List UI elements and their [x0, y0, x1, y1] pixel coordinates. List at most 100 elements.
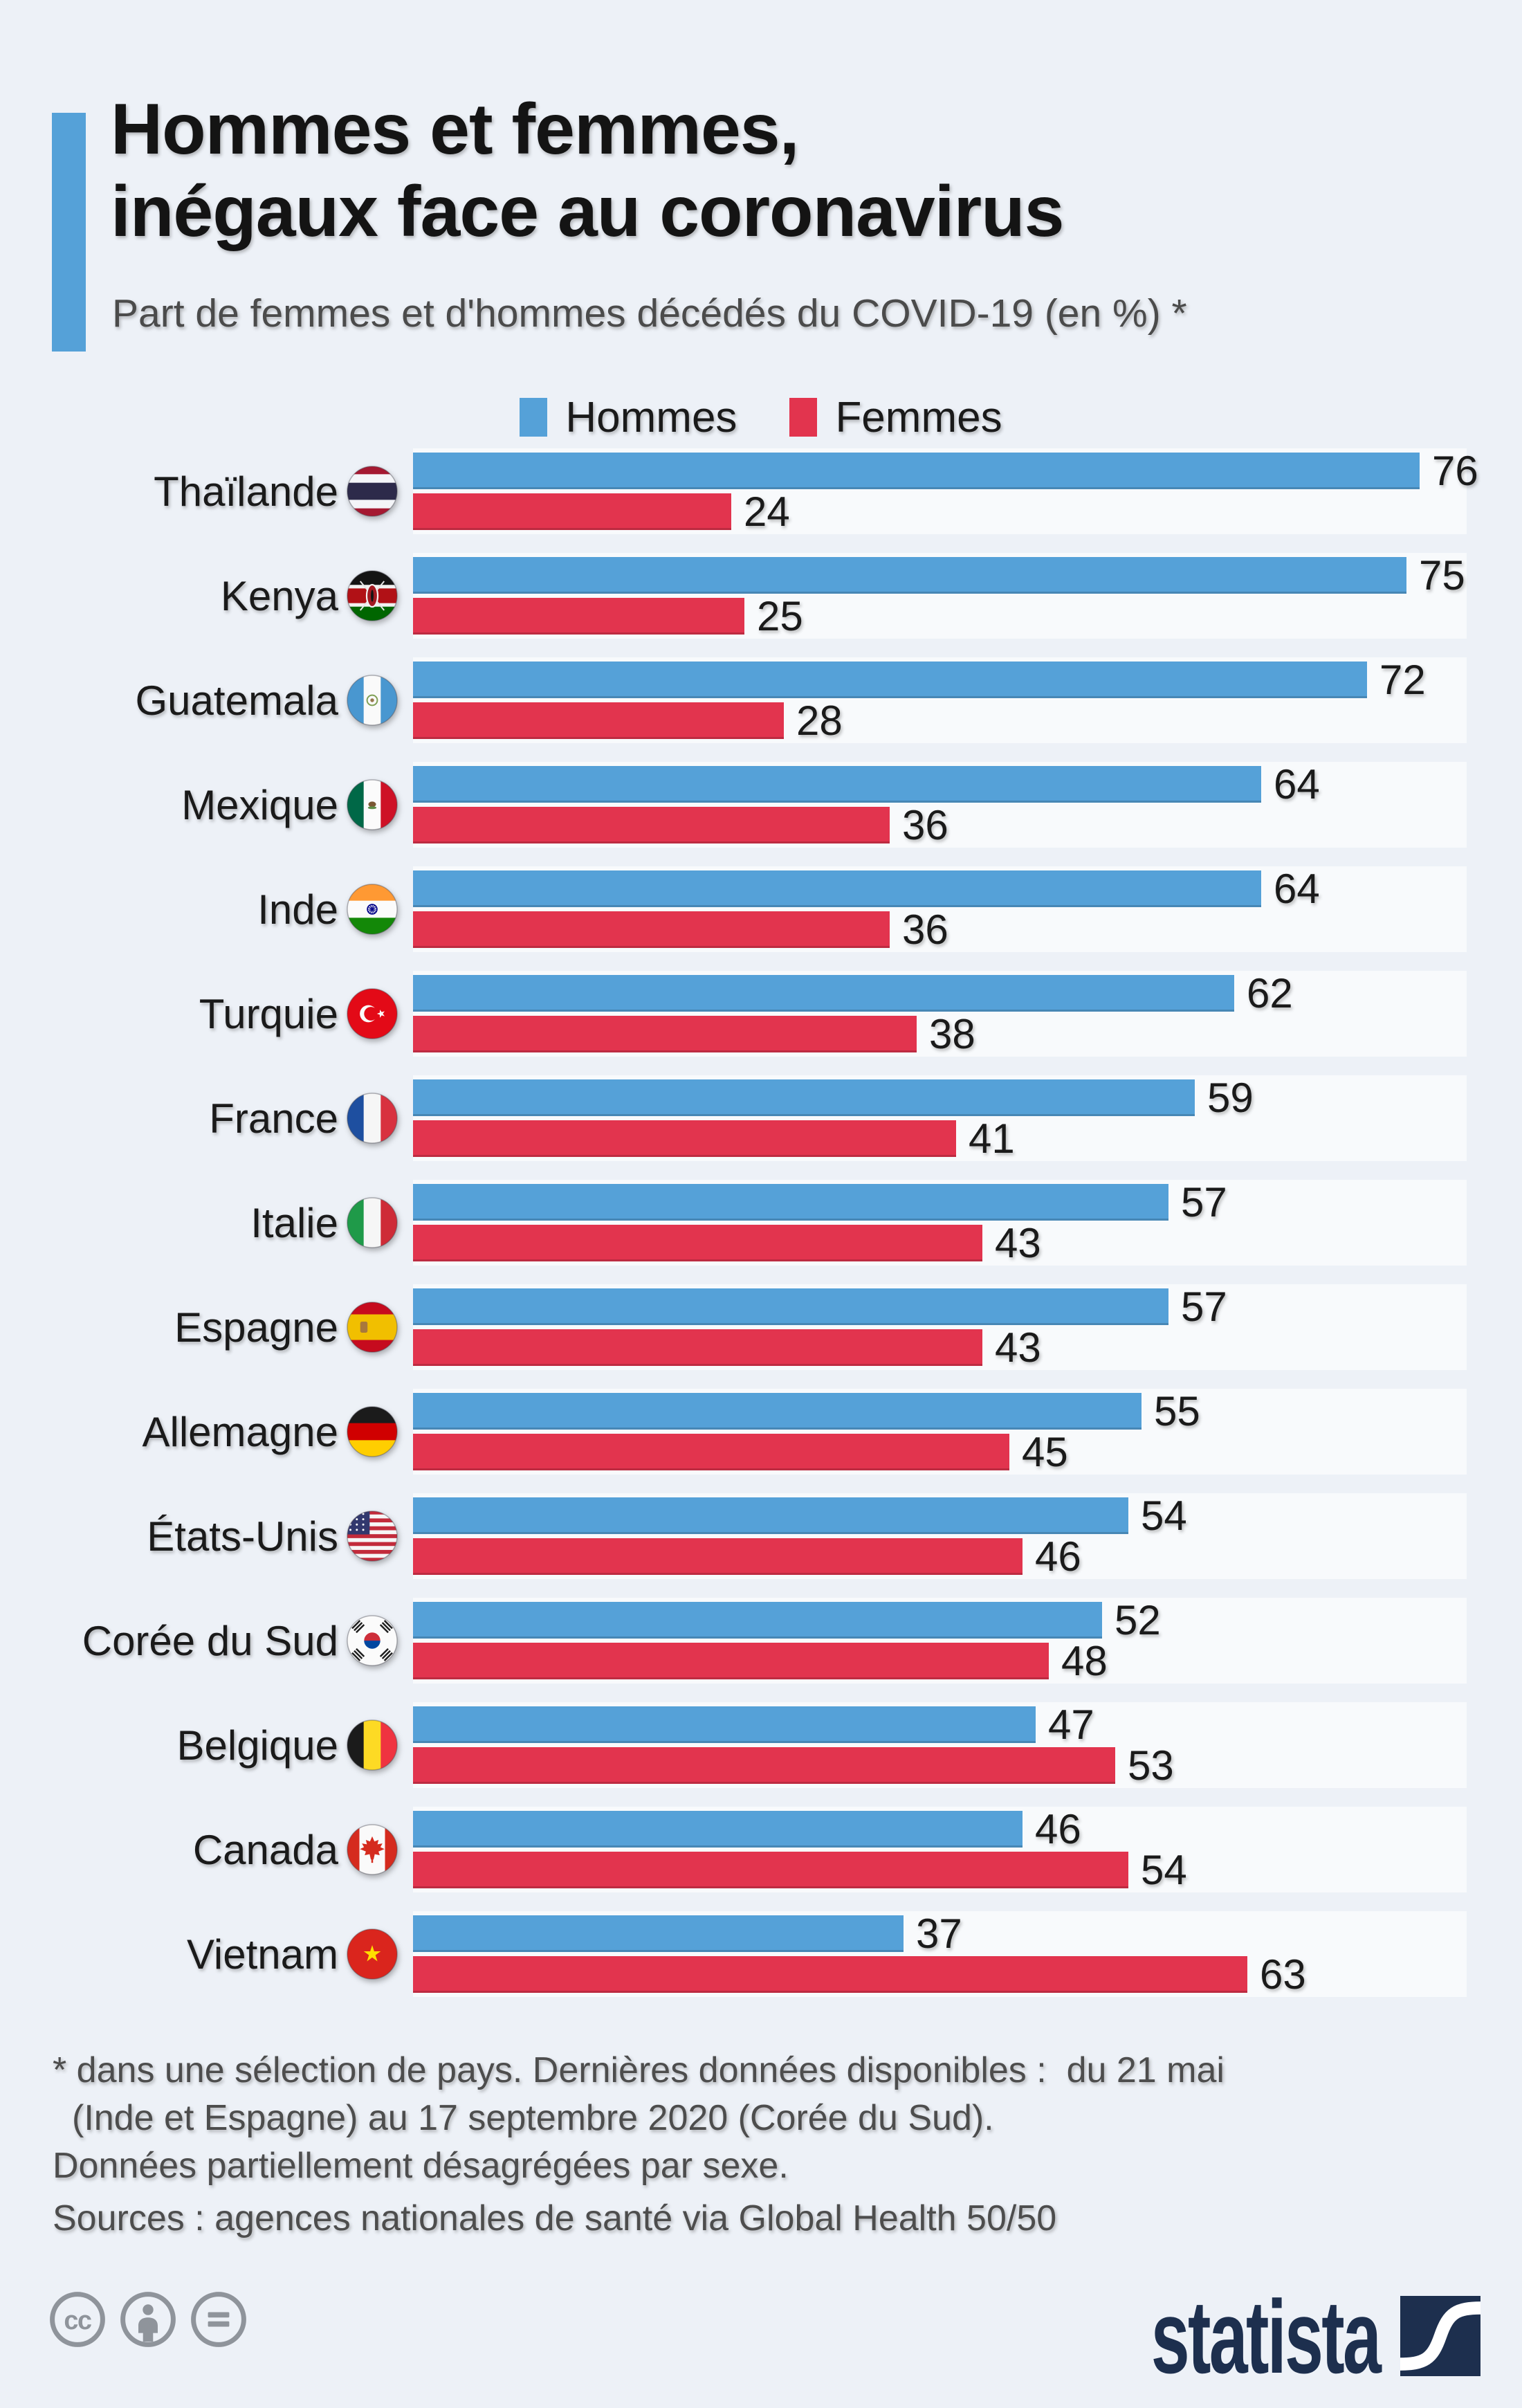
hommes-bar: 64	[413, 868, 1320, 910]
south-korea-flag-icon	[347, 1615, 398, 1666]
country-label: Turquie	[199, 990, 338, 1037]
hommes-value-label: 62	[1247, 970, 1293, 1016]
femmes-bar: 48	[413, 1641, 1108, 1682]
hommes-value-label: 52	[1115, 1597, 1161, 1643]
femmes-value-label: 38	[929, 1011, 975, 1057]
license-icons: cc	[48, 2290, 248, 2348]
femmes-value-label: 36	[902, 802, 948, 848]
legend-item-femmes: Femmes	[789, 393, 1002, 442]
vietnam-flag-icon	[347, 1928, 398, 1980]
femmes-value-label: 43	[995, 1220, 1041, 1266]
country-label: Allemagne	[142, 1408, 338, 1455]
chart-row: Mexique 64 36	[0, 762, 1522, 848]
hommes-value-label: 72	[1379, 657, 1426, 703]
source-line: Sources : agences nationales de santé vi…	[53, 2198, 1057, 2238]
italy-flag-icon	[347, 1197, 398, 1248]
femmes-bar: 43	[413, 1327, 1041, 1369]
hommes-value-label: 55	[1154, 1388, 1200, 1434]
country-label: Mexique	[181, 781, 338, 828]
legend: Hommes Femmes	[0, 393, 1522, 441]
chart-row: Italie 57 43	[0, 1180, 1522, 1266]
hommes-value-label: 64	[1274, 761, 1320, 808]
country-label: Canada	[192, 1826, 338, 1873]
belgium-flag-icon	[347, 1720, 398, 1771]
femmes-bar: 46	[413, 1536, 1081, 1578]
subtitle: Part de femmes et d'hommes décédés du CO…	[112, 291, 1187, 336]
country-label: Vietnam	[186, 1931, 338, 1978]
femmes-bar: 41	[413, 1118, 1015, 1160]
femmes-bar: 43	[413, 1223, 1041, 1264]
hommes-bar: 52	[413, 1600, 1161, 1641]
chart-row: Vietnam 37 63	[0, 1910, 1522, 1997]
femmes-bar: 36	[413, 909, 948, 951]
chart-row: Corée du Sud 52 48	[0, 1598, 1522, 1684]
hommes-swatch-icon	[520, 398, 548, 437]
chart-row: États-Unis 54 46	[0, 1493, 1522, 1579]
hommes-bar: 64	[413, 764, 1320, 805]
hommes-value-label: 64	[1274, 866, 1320, 912]
footnote-line-2: (Inde et Espagne) au 17 septembre 2020 (…	[72, 2098, 994, 2138]
country-label: Corée du Sud	[82, 1617, 338, 1664]
country-label: Guatemala	[135, 677, 339, 724]
svg-text:cc: cc	[64, 2306, 91, 2335]
equal-icon	[191, 2292, 246, 2347]
femmes-value-label: 54	[1141, 1847, 1187, 1893]
hommes-value-label: 57	[1181, 1179, 1227, 1225]
femmes-value-label: 41	[969, 1115, 1015, 1162]
femmes-bar: 54	[413, 1850, 1187, 1891]
hommes-bar: 75	[413, 555, 1465, 596]
attribution-icon	[120, 2292, 176, 2347]
hommes-value-label: 37	[916, 1910, 962, 1957]
statista-wordmark: statista	[1150, 2279, 1382, 2395]
hommes-value-label: 47	[1048, 1702, 1094, 1748]
femmes-swatch-icon	[789, 398, 818, 437]
chart-row: Turquie 62 38	[0, 971, 1522, 1057]
france-flag-icon	[347, 1093, 398, 1144]
femmes-value-label: 36	[902, 906, 948, 953]
femmes-value-label: 46	[1035, 1533, 1081, 1580]
hommes-bar: 57	[413, 1286, 1227, 1328]
hommes-bar: 62	[413, 973, 1293, 1014]
legend-label-femmes: Femmes	[835, 393, 1002, 441]
hommes-bar: 72	[413, 659, 1426, 701]
chart-row: Canada 46 54	[0, 1807, 1522, 1892]
hommes-value-label: 76	[1432, 448, 1478, 494]
hommes-bar: 46	[413, 1809, 1081, 1850]
country-label: Inde	[257, 886, 338, 933]
country-label: France	[209, 1095, 338, 1142]
hommes-value-label: 57	[1181, 1284, 1227, 1330]
femmes-bar: 25	[413, 596, 803, 637]
hommes-value-label: 75	[1419, 552, 1465, 599]
femmes-value-label: 43	[995, 1324, 1041, 1371]
country-label: Espagne	[174, 1304, 338, 1351]
hommes-bar: 54	[413, 1495, 1187, 1537]
cc-icon: cc	[50, 2292, 105, 2347]
legend-label-hommes: Hommes	[565, 393, 737, 441]
hommes-bar: 57	[413, 1182, 1227, 1223]
kenya-flag-icon	[347, 570, 398, 621]
femmes-value-label: 48	[1061, 1638, 1108, 1684]
canada-flag-icon	[347, 1824, 398, 1875]
chart-row: Guatemala 72 28	[0, 657, 1522, 743]
chart-row: France 59 41	[0, 1075, 1522, 1161]
femmes-value-label: 53	[1128, 1742, 1174, 1789]
hommes-bar: 55	[413, 1391, 1200, 1432]
country-label: Kenya	[220, 572, 338, 619]
mexico-flag-icon	[347, 779, 398, 830]
india-flag-icon	[347, 884, 398, 935]
hommes-bar: 59	[413, 1077, 1254, 1119]
country-label: Italie	[250, 1199, 338, 1246]
title-line-2: inégaux face au coronavirus	[111, 171, 1065, 252]
title-line-1: Hommes et femmes,	[111, 89, 800, 170]
title-accent-bar	[52, 113, 86, 352]
hommes-value-label: 54	[1141, 1493, 1187, 1539]
spain-flag-icon	[347, 1302, 398, 1353]
page-title: Hommes et femmes, inégaux face au coronav…	[111, 89, 1065, 253]
country-label: Belgique	[176, 1722, 338, 1769]
footnote-line-3: Données partiellement désagrégées par se…	[53, 2146, 789, 2186]
country-label: Thaïlande	[154, 468, 338, 515]
femmes-value-label: 45	[1022, 1429, 1068, 1475]
chart-row: Inde 64 36	[0, 866, 1522, 952]
chart-row: Belgique 47 53	[0, 1702, 1522, 1789]
chart-row: Thaïlande 76 24	[0, 448, 1522, 534]
